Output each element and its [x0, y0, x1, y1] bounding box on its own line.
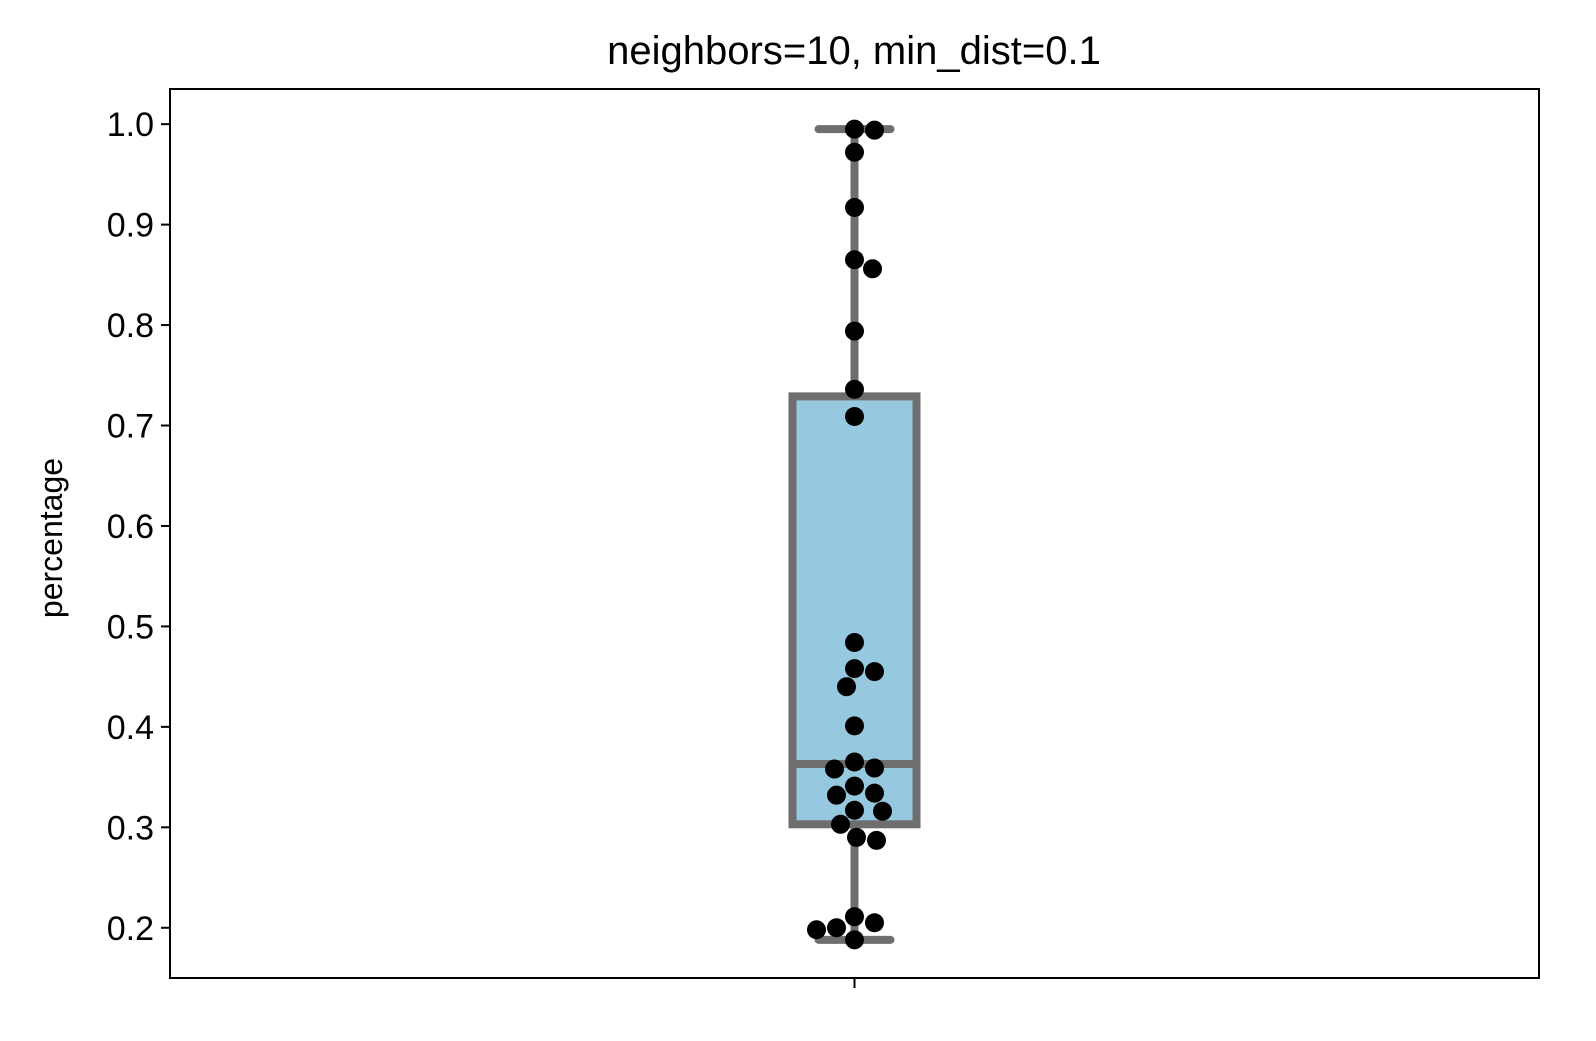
y-tick-label: 0.4 [107, 709, 154, 747]
data-point [863, 259, 882, 279]
data-point [845, 800, 864, 820]
data-point [873, 801, 892, 821]
y-tick-label: 0.6 [107, 508, 154, 546]
data-point [827, 918, 846, 938]
data-point [847, 827, 866, 847]
plot-area [788, 119, 921, 950]
data-point [845, 930, 864, 950]
y-tick-label: 0.9 [107, 207, 154, 245]
data-point [831, 814, 850, 834]
data-point [807, 920, 826, 940]
data-point [865, 120, 884, 140]
data-point [845, 776, 864, 796]
data-point [845, 659, 864, 679]
data-point [845, 142, 864, 162]
y-tick-label: 0.7 [107, 408, 154, 446]
data-point [845, 321, 864, 341]
y-tick-label: 1.0 [107, 106, 154, 144]
data-point [865, 662, 884, 682]
data-point [865, 913, 884, 933]
data-point [867, 830, 886, 850]
data-point [827, 785, 846, 805]
data-point [865, 758, 884, 778]
plot-frame [169, 88, 1540, 979]
data-point [845, 632, 864, 652]
data-point [845, 716, 864, 736]
data-point [825, 759, 844, 779]
chart-title: neighbors=10, min_dist=0.1 [607, 29, 1101, 73]
y-tick-label: 0.5 [107, 608, 154, 646]
data-point [837, 677, 856, 697]
data-point [845, 907, 864, 927]
y-tick-label: 0.2 [107, 910, 154, 948]
y-axis-label: percentage [33, 458, 69, 618]
data-point [845, 752, 864, 772]
data-point [845, 406, 864, 426]
y-tick-label: 0.8 [107, 307, 154, 345]
data-point [845, 119, 864, 139]
data-point [845, 250, 864, 270]
y-tick-label: 0.3 [107, 809, 154, 847]
data-point [845, 198, 864, 218]
y-axis: 0.2 0.3 0.4 0.5 0.6 0.7 0.8 0.9 1.0 [107, 106, 170, 948]
data-point [845, 379, 864, 399]
data-point [865, 783, 884, 803]
